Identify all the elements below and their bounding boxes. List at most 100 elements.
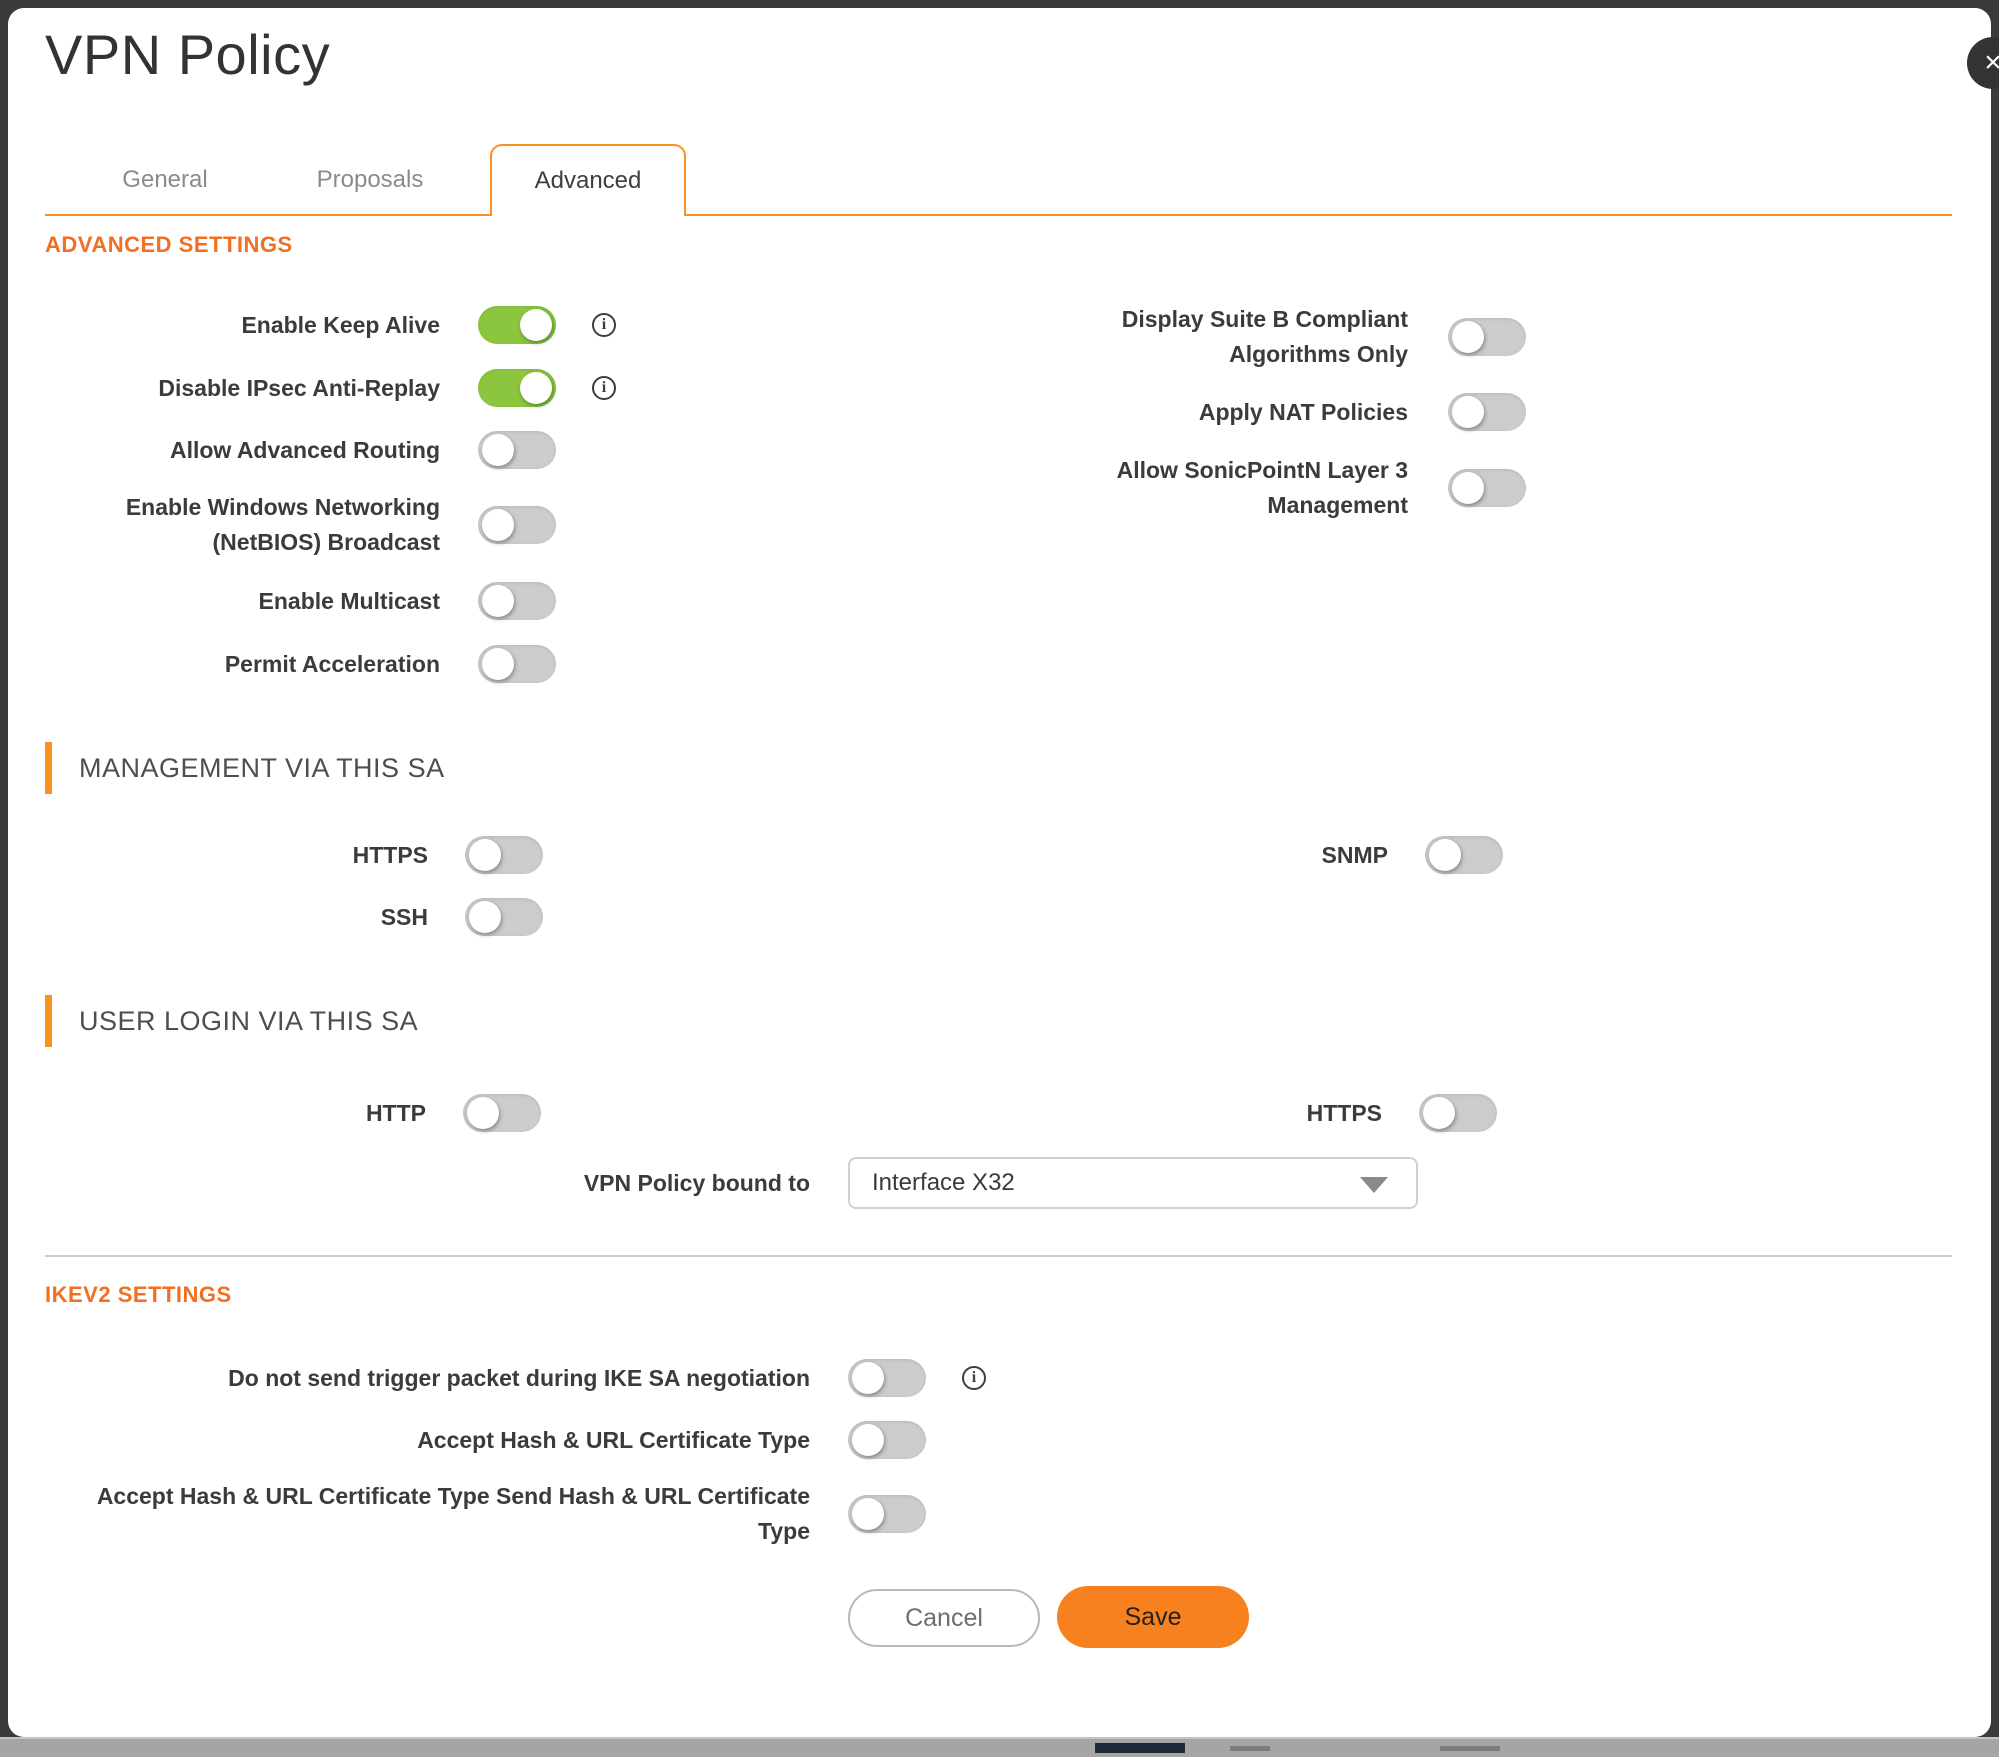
row-permit-acceleration: Permit Acceleration	[45, 645, 556, 683]
enable-keep-alive-toggle[interactable]	[478, 306, 556, 344]
toggle-knob	[1452, 396, 1484, 428]
bound-label: VPN Policy bound to	[583, 1169, 810, 1196]
row-enable-keep-alive: Enable Keep Alive i	[45, 306, 616, 344]
toggle-label: HTTPS	[1306, 1099, 1382, 1126]
no-trigger-packet-toggle[interactable]	[848, 1359, 926, 1397]
apply-nat-policies-toggle[interactable]	[1448, 393, 1526, 431]
toggle-knob	[482, 509, 514, 541]
toggle-knob	[852, 1362, 884, 1394]
dialog-panel	[8, 8, 1991, 1737]
accept-hash-url-toggle[interactable]	[848, 1421, 926, 1459]
toggle-knob	[520, 372, 552, 404]
toggle-label: Disable IPsec Anti-Replay	[158, 374, 440, 401]
toggle-knob	[1429, 839, 1461, 871]
toggle-label: Enable Windows Networking (NetBIOS) Broa…	[125, 494, 440, 555]
ikev2-settings-heading: IKEV2 SETTINGS	[45, 1282, 232, 1307]
section-accent-bar	[45, 995, 52, 1047]
disable-ipsec-anti-replay-toggle[interactable]	[478, 369, 556, 407]
section-heading-text: USER LOGIN VIA THIS SA	[79, 1005, 419, 1036]
section-divider	[45, 1255, 1952, 1257]
row-apply-nat-policies: Apply NAT Policies	[1045, 393, 1526, 431]
row-mgmt-ssh: SSH	[45, 898, 543, 936]
toggle-label: Accept Hash & URL Certificate Type	[417, 1426, 810, 1453]
toggle-knob	[469, 901, 501, 933]
section-accent-bar	[45, 742, 52, 794]
toggle-label: HTTP	[365, 1099, 426, 1126]
row-login-http: HTTP	[45, 1094, 541, 1132]
toggle-label: Apply NAT Policies	[1198, 398, 1408, 425]
advanced-settings-heading: ADVANCED SETTINGS	[45, 232, 293, 257]
toggle-label: Do not send trigger packet during IKE SA…	[228, 1364, 810, 1391]
user-login-section-heading: USER LOGIN VIA THIS SA	[45, 995, 418, 1047]
row-mgmt-snmp: SNMP	[1045, 836, 1503, 874]
dropdown-caret-icon	[1360, 1177, 1388, 1193]
suite-b-compliant-toggle[interactable]	[1448, 318, 1526, 356]
accept-send-hash-url-toggle[interactable]	[848, 1495, 926, 1533]
sonicpointn-layer3-toggle[interactable]	[1448, 469, 1526, 507]
toggle-knob	[469, 839, 501, 871]
login-http-toggle[interactable]	[463, 1094, 541, 1132]
toggle-label: Accept Hash & URL Certificate Type Send …	[96, 1483, 810, 1544]
info-icon[interactable]: i	[592, 376, 616, 400]
management-section-heading: MANAGEMENT VIA THIS SA	[45, 742, 445, 794]
row-allow-advanced-routing: Allow Advanced Routing	[45, 431, 556, 469]
row-mgmt-https: HTTPS	[45, 836, 543, 874]
toggle-knob	[1452, 472, 1484, 504]
row-login-https: HTTPS	[1045, 1094, 1497, 1132]
toggle-knob	[520, 309, 552, 341]
toggle-label: Allow Advanced Routing	[169, 436, 440, 463]
toggle-label: HTTPS	[352, 841, 428, 868]
close-icon: ×	[1984, 46, 1999, 79]
tab-general[interactable]: General	[122, 166, 208, 193]
row-suite-b-compliant: Display Suite B Compliant Algorithms Onl…	[1045, 299, 1526, 375]
tab-underline	[45, 214, 1952, 216]
toggle-label: Allow SonicPointN Layer 3 Management	[1116, 457, 1408, 518]
login-https-toggle[interactable]	[1419, 1094, 1497, 1132]
background-page-sliver	[0, 1737, 1999, 1757]
sliver-dark-segment	[1095, 1743, 1185, 1753]
row-disable-ipsec-anti-replay: Disable IPsec Anti-Replay i	[45, 369, 616, 407]
cancel-button[interactable]: Cancel	[848, 1589, 1040, 1647]
mgmt-snmp-toggle[interactable]	[1425, 836, 1503, 874]
row-accept-hash-url: Accept Hash & URL Certificate Type	[45, 1421, 926, 1459]
toggle-knob	[852, 1424, 884, 1456]
toggle-label: SNMP	[1321, 841, 1388, 868]
selected-interface-value: Interface X32	[872, 1169, 1015, 1196]
row-vpn-policy-bound: VPN Policy bound to	[45, 1164, 810, 1202]
permit-acceleration-toggle[interactable]	[478, 645, 556, 683]
toggle-label: Display Suite B Compliant Algorithms Onl…	[1121, 306, 1408, 367]
save-button[interactable]: Save	[1057, 1586, 1249, 1648]
sliver-highlight	[0, 1737, 1999, 1739]
toggle-knob	[1452, 321, 1484, 353]
netbios-broadcast-toggle[interactable]	[478, 506, 556, 544]
info-icon[interactable]: i	[962, 1366, 986, 1390]
sliver-mark	[1440, 1746, 1500, 1751]
row-enable-multicast: Enable Multicast	[45, 582, 556, 620]
row-netbios-broadcast: Enable Windows Networking (NetBIOS) Broa…	[45, 487, 556, 563]
section-heading-text: MANAGEMENT VIA THIS SA	[79, 752, 445, 783]
row-no-trigger-packet: Do not send trigger packet during IKE SA…	[45, 1359, 986, 1397]
tab-proposals[interactable]: Proposals	[316, 166, 424, 193]
toggle-knob	[1423, 1097, 1455, 1129]
toggle-knob	[482, 585, 514, 617]
dialog-title: VPN Policy	[45, 23, 331, 86]
toggle-knob	[852, 1498, 884, 1530]
toggle-label: SSH	[380, 903, 428, 930]
allow-advanced-routing-toggle[interactable]	[478, 431, 556, 469]
toggle-knob	[482, 434, 514, 466]
row-sonicpointn-layer3: Allow SonicPointN Layer 3 Management	[1045, 450, 1526, 526]
tab-advanced[interactable]: Advanced	[490, 144, 686, 216]
row-accept-send-hash-url: Accept Hash & URL Certificate Type Send …	[45, 1476, 926, 1552]
toggle-knob	[467, 1097, 499, 1129]
info-icon[interactable]: i	[592, 313, 616, 337]
toggle-label: Enable Keep Alive	[241, 311, 440, 338]
mgmt-ssh-toggle[interactable]	[465, 898, 543, 936]
toggle-label: Enable Multicast	[258, 587, 440, 614]
vpn-bound-select[interactable]: Interface X32	[848, 1157, 1418, 1209]
mgmt-https-toggle[interactable]	[465, 836, 543, 874]
enable-multicast-toggle[interactable]	[478, 582, 556, 620]
sliver-mark	[1230, 1746, 1270, 1751]
toggle-knob	[482, 648, 514, 680]
toggle-label: Permit Acceleration	[224, 650, 440, 677]
